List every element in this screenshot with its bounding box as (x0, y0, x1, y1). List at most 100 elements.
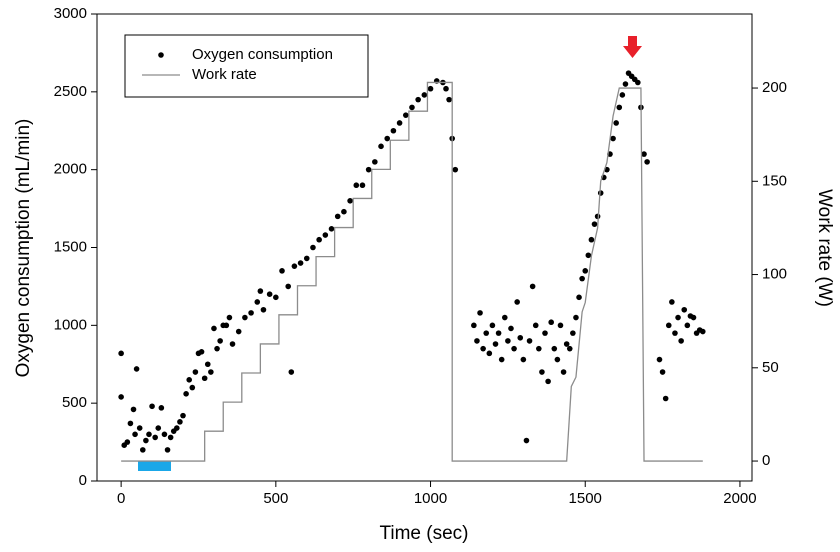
data-point (257, 288, 264, 294)
y-axis-label: Oxygen consumption (mL/min) (13, 119, 34, 378)
data-point (288, 369, 295, 375)
data-point (520, 356, 527, 363)
data-point (505, 338, 511, 344)
data-point (149, 403, 155, 410)
data-point (409, 104, 415, 111)
data-point (372, 159, 378, 165)
x-tick-label: 500 (263, 490, 288, 507)
data-point (566, 345, 573, 352)
data-point (474, 338, 480, 344)
y2-tick-label: 50 (762, 359, 779, 376)
data-point (415, 96, 421, 103)
data-point (260, 306, 267, 313)
y2-tick-label: 200 (762, 79, 787, 96)
data-point (526, 338, 533, 344)
data-point (186, 377, 193, 383)
data-point (672, 330, 678, 336)
data-point (554, 356, 561, 363)
peak-arrow (623, 36, 642, 58)
y2-axis-label: Work rate (W) (814, 189, 835, 307)
x-tick-label: 0 (117, 490, 125, 507)
data-point (130, 406, 137, 413)
data-point (616, 104, 623, 111)
y2-tick-label: 0 (762, 452, 770, 469)
data-point (217, 338, 223, 344)
data-point (656, 356, 663, 363)
data-point (152, 434, 158, 441)
y-tick-label: 0 (79, 472, 87, 489)
data-point (328, 226, 335, 232)
data-point (501, 314, 508, 321)
data-point (570, 330, 576, 336)
data-point (322, 232, 329, 238)
x-axis-label: Time (sec) (379, 523, 468, 544)
data-point (310, 244, 316, 251)
data-point (118, 350, 124, 357)
data-point (127, 420, 134, 427)
data-point (223, 322, 230, 329)
data-point (143, 437, 149, 444)
data-point (136, 425, 143, 431)
data-point (536, 345, 542, 352)
data-point (446, 96, 452, 103)
data-point (532, 322, 539, 329)
data-point (139, 447, 146, 453)
data-point (266, 291, 273, 298)
data-point (201, 375, 208, 382)
data-point (483, 330, 490, 336)
data-point (396, 120, 403, 126)
x-tick-label: 1000 (414, 490, 447, 507)
data-point (480, 345, 486, 352)
data-point (229, 341, 236, 347)
data-point (498, 356, 505, 363)
data-point (189, 384, 196, 391)
data-point (235, 328, 242, 335)
data-point (573, 314, 579, 321)
y2-tick-label: 150 (762, 172, 787, 189)
legend-label: Work rate (192, 66, 257, 83)
data-point (180, 412, 186, 419)
legend-swatch (158, 52, 164, 58)
data-point (489, 322, 496, 329)
data-point (378, 143, 384, 150)
data-point (421, 92, 428, 98)
data-point (124, 439, 131, 445)
data-point (384, 135, 391, 142)
data-point (174, 425, 180, 431)
data-point (242, 314, 248, 321)
data-point (353, 182, 360, 189)
y-tick-label: 500 (62, 394, 87, 411)
data-point (517, 334, 524, 341)
data-point (619, 92, 626, 98)
data-point (452, 166, 459, 173)
y-tick-label: 1000 (54, 316, 87, 333)
data-point (529, 283, 536, 290)
data-point (427, 85, 434, 92)
data-point (443, 85, 449, 92)
data-point (576, 294, 582, 301)
data-point (334, 213, 341, 220)
data-point (146, 431, 152, 438)
data-point (390, 127, 397, 134)
data-point (514, 299, 520, 305)
data-point (291, 263, 298, 269)
data-point (548, 319, 554, 326)
data-point (659, 369, 666, 375)
data-point (579, 275, 585, 282)
data-point (669, 299, 675, 305)
data-point (681, 306, 688, 313)
data-point (492, 341, 499, 347)
x-tick-label: 1500 (569, 490, 602, 507)
data-point (610, 135, 616, 142)
data-point (635, 79, 641, 86)
data-point (132, 431, 138, 438)
data-point (560, 369, 567, 375)
data-point (563, 341, 570, 347)
data-point (644, 159, 650, 165)
legend-label: Oxygen consumption (192, 46, 333, 63)
data-point (508, 325, 514, 332)
x-tick-label: 2000 (723, 490, 756, 507)
data-point (297, 260, 304, 266)
data-point (665, 322, 672, 329)
